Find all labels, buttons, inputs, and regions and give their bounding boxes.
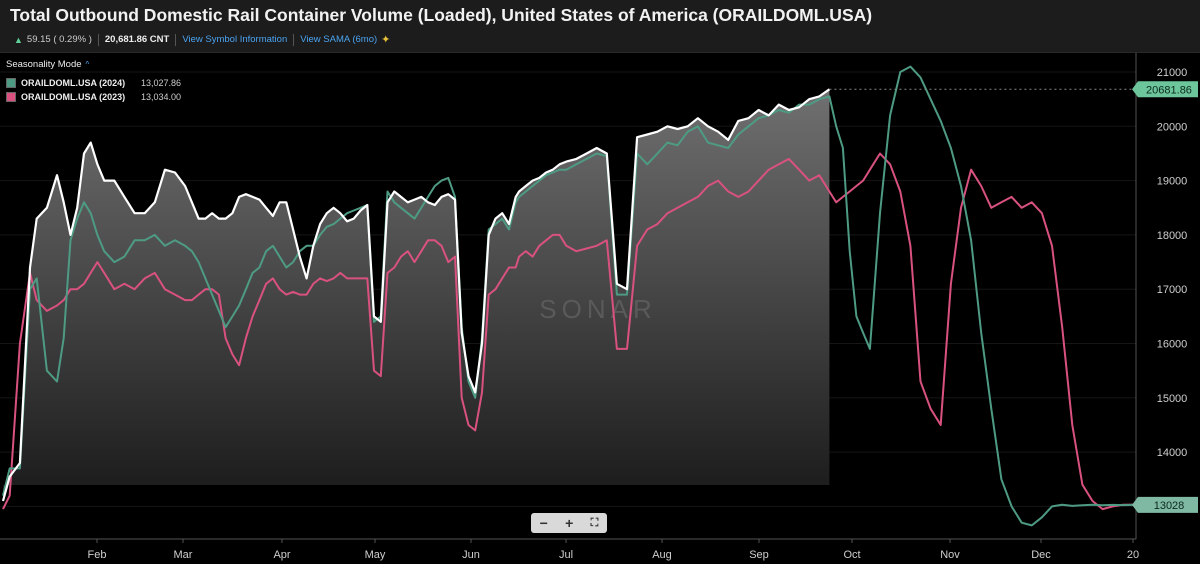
seasonality-mode-label: Seasonality Mode — [6, 59, 82, 70]
x-tick-label: Apr — [273, 549, 290, 561]
series-lines — [1, 65, 1134, 527]
divider — [175, 33, 177, 46]
x-tick-label: Feb — [88, 549, 107, 561]
legend-item-label: ORAILDOML.USA (2024) — [21, 78, 126, 88]
y-tick-label: 16000 — [1157, 339, 1188, 351]
current-value-label-text: 20681.86 — [1146, 84, 1192, 96]
x-tick-label: Mar — [174, 549, 193, 561]
series-line-y2023 — [2, 152, 1134, 511]
divider — [293, 33, 295, 46]
legend-item-label: ORAILDOML.USA (2023) — [21, 92, 126, 102]
chart-title: Total Outbound Domestic Rail Container V… — [10, 5, 873, 25]
x-tick-label: Aug — [652, 549, 672, 561]
change-value: 59.15 ( 0.29% ) — [26, 34, 92, 45]
x-tick-label: May — [365, 549, 386, 561]
x-tick-label: Jun — [462, 549, 480, 561]
y-tick-label: 20000 — [1157, 121, 1188, 133]
y-tick-label: 17000 — [1157, 284, 1188, 296]
end-value-label-text: 13028 — [1154, 500, 1185, 512]
series-line-y2024 — [2, 65, 1134, 527]
chart-header: Total Outbound Domestic Rail Container V… — [0, 0, 1200, 53]
legend-swatch — [6, 78, 16, 88]
current-year-area — [3, 89, 830, 502]
x-tick-label: Sep — [749, 549, 769, 561]
y-tick-label: 15000 — [1157, 393, 1188, 405]
y-tick-label: 19000 — [1157, 176, 1188, 188]
arrow-up-icon: ▲ — [14, 34, 23, 45]
value-labels: 20681.86 13028 — [829, 81, 1198, 513]
symbol-info-bar: ▲ 59.15 ( 0.29% ) 20,681.86 CNT View Sym… — [14, 33, 390, 46]
legend-item-value: 13,027.86 — [141, 78, 182, 88]
x-tick-label: Oct — [843, 549, 860, 561]
sonar-watermark: SONAR — [539, 294, 656, 324]
y-tick-label: 14000 — [1157, 447, 1188, 459]
legend-item-2024[interactable]: ORAILDOML.USA (2024) 13,027.86 — [6, 76, 181, 90]
x-tick-label: Jul — [559, 549, 573, 561]
current-value-label: 20681.86 — [1132, 81, 1198, 98]
line-chart[interactable]: SONAR 1300014000150001600017000180001900… — [0, 53, 1200, 564]
y-tick-label: 18000 — [1157, 230, 1188, 242]
x-tick-label: 20 — [1127, 549, 1139, 561]
x-tick-label: Dec — [1031, 549, 1051, 561]
legend-swatch — [6, 92, 16, 102]
end-value-label: 13028 — [1132, 496, 1198, 513]
legend-item-2023[interactable]: ORAILDOML.USA (2023) 13,034.00 — [6, 90, 181, 104]
view-sama-link[interactable]: View SAMA (6mo) — [300, 34, 378, 45]
zoom-controls: − + ⛶ — [531, 513, 607, 533]
legend-item-value: 13,034.00 — [141, 92, 182, 102]
sparkle-icon: ✦ — [381, 34, 391, 46]
divider — [97, 33, 99, 46]
view-symbol-info-link[interactable]: View Symbol Information — [182, 34, 288, 45]
zoom-out-button[interactable]: − — [539, 515, 548, 531]
series-line-current — [1, 88, 831, 502]
chevron-up-icon: ^ — [85, 60, 90, 69]
fullscreen-icon[interactable]: ⛶ — [590, 517, 599, 529]
legend: Seasonality Mode ^ ORAILDOML.USA (2024) 1… — [6, 59, 181, 104]
x-tick-label: Nov — [940, 549, 960, 561]
zoom-in-button[interactable]: + — [565, 515, 574, 531]
end-value-label-bg — [1132, 496, 1198, 513]
current-value-label-bg — [1132, 81, 1198, 98]
y-tick-label: 21000 — [1157, 67, 1188, 79]
current-value: 20,681.86 CNT — [104, 34, 170, 45]
seasonality-mode-toggle[interactable]: Seasonality Mode ^ — [6, 59, 181, 70]
